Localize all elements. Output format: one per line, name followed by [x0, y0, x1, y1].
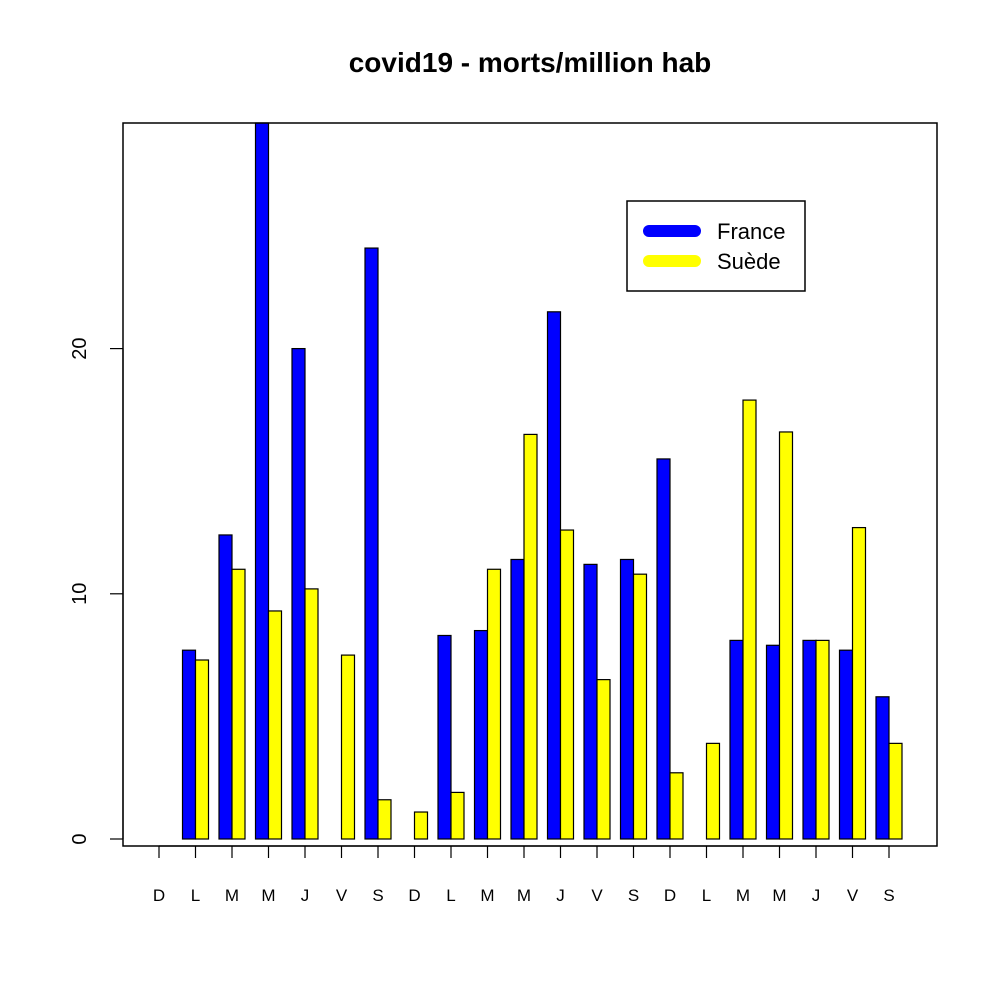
bar-france-1	[181, 649, 197, 840]
legend-label-0: France	[717, 219, 785, 244]
bars-group	[181, 122, 903, 840]
bar-sude-12	[596, 679, 611, 840]
x-tick-label-7: D	[408, 886, 420, 905]
bar-france-20	[875, 696, 890, 840]
bar-sude-11	[559, 529, 575, 840]
bar-sude-6	[377, 799, 392, 840]
x-tick-label-13: S	[628, 886, 639, 905]
bar-france-11	[546, 311, 562, 840]
x-tick-label-4: J	[301, 886, 310, 905]
x-tick-label-14: D	[664, 886, 676, 905]
bar-france-6	[364, 247, 379, 840]
bar-sude-8	[450, 791, 465, 840]
y-tick-label-2: 20	[69, 337, 91, 359]
legend-label-1: Suède	[717, 249, 781, 274]
bar-sude-13	[632, 573, 648, 840]
legend-box	[626, 200, 806, 292]
bar-sude-4	[304, 588, 319, 840]
bar-france-4	[291, 347, 306, 840]
bar-sude-7	[413, 811, 429, 840]
bar-france-14	[656, 458, 671, 840]
x-tick-label-6: S	[372, 886, 383, 905]
x-tick-label-1: L	[191, 886, 200, 905]
bar-france-3	[254, 122, 270, 840]
bar-sude-3	[267, 610, 283, 840]
y-tick-label-0: 0	[69, 833, 91, 844]
bar-sude-2	[231, 568, 246, 840]
x-tick-label-11: J	[556, 886, 565, 905]
x-tick-label-17: M	[772, 886, 786, 905]
bar-france-2	[218, 534, 233, 840]
bar-france-16	[729, 639, 744, 840]
x-tick-label-8: L	[446, 886, 455, 905]
bar-sude-19	[851, 526, 867, 840]
bar-sude-1	[194, 659, 210, 840]
x-tick-label-19: V	[847, 886, 859, 905]
bar-sude-14	[669, 772, 684, 840]
bar-france-19	[838, 649, 854, 840]
bar-france-8	[437, 634, 452, 840]
bar-sude-15	[705, 742, 721, 840]
x-tick-label-3: M	[261, 886, 275, 905]
bar-sude-20	[888, 742, 903, 840]
x-tick-label-0: D	[153, 886, 165, 905]
x-tick-label-12: V	[591, 886, 603, 905]
y-tick-label-1: 10	[69, 583, 91, 605]
bar-france-10	[510, 558, 525, 840]
bar-france-12	[583, 563, 598, 840]
bar-sude-10	[523, 433, 538, 840]
x-tick-label-5: V	[336, 886, 348, 905]
x-tick-label-18: J	[812, 886, 821, 905]
x-tick-label-9: M	[480, 886, 494, 905]
bar-sude-17	[778, 431, 794, 840]
bar-sude-16	[742, 399, 757, 840]
y-axis: 0 10 20	[69, 337, 124, 845]
x-tick-label-16: M	[736, 886, 750, 905]
chart-title: covid19 - morts/million hab	[349, 47, 712, 78]
bar-sude-18	[815, 639, 830, 840]
legend: France Suède	[626, 200, 806, 292]
x-tick-label-10: M	[517, 886, 531, 905]
x-tick-label-2: M	[225, 886, 239, 905]
bar-sude-5	[340, 654, 356, 840]
x-tick-label-20: S	[883, 886, 894, 905]
bar-france-13	[619, 558, 635, 840]
bar-sude-9	[486, 568, 502, 840]
bar-france-18	[802, 639, 817, 840]
x-tick-label-15: L	[702, 886, 711, 905]
bar-france-9	[473, 629, 489, 840]
bar-france-17	[765, 644, 781, 840]
